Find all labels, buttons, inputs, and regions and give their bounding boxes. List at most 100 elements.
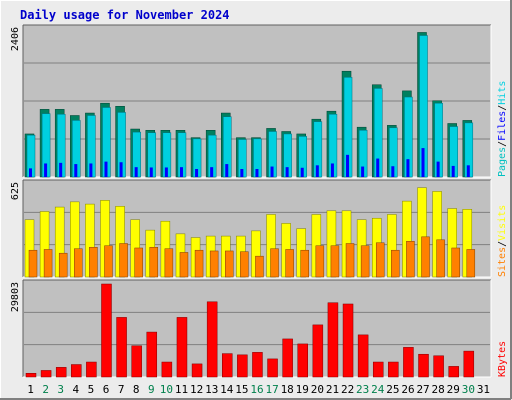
x-tick-label: 18 <box>281 383 294 396</box>
bar-sites <box>406 241 415 278</box>
bar-kbytes <box>418 353 429 378</box>
x-tick-label: 13 <box>205 383 218 396</box>
bar-sites <box>149 246 159 278</box>
bar-files <box>330 163 334 177</box>
bar-kbytes <box>161 361 173 378</box>
bar-sites <box>74 248 83 278</box>
bar-kbytes <box>448 366 459 378</box>
chart-title: Daily usage for November 2024 <box>20 8 230 22</box>
x-tick-label: 31 <box>477 383 490 396</box>
x-tick-label: 8 <box>133 383 140 396</box>
bar-sites <box>179 252 189 278</box>
legend-item-pages: Pages <box>497 147 508 177</box>
x-tick-label: 11 <box>175 383 188 396</box>
bar-files <box>149 167 153 177</box>
bar-files <box>285 167 289 177</box>
bar-files <box>361 166 365 177</box>
bar-sites <box>225 250 234 278</box>
bar-kbytes <box>433 355 444 378</box>
bar-sites <box>421 236 430 278</box>
bar-sites <box>300 249 309 278</box>
bar-kbytes <box>191 363 203 378</box>
x-tick-label: 17 <box>265 383 278 396</box>
bar-sites <box>270 248 279 278</box>
bar-sites <box>134 247 143 278</box>
x-tick-label: 14 <box>220 383 234 396</box>
bar-kbytes <box>297 343 308 378</box>
chart-panel-kbytes: 29803 KBytes <box>10 279 508 378</box>
x-tick-label: 10 <box>160 383 173 396</box>
x-tick-label: 19 <box>296 383 309 396</box>
bar-files <box>29 168 32 177</box>
x-tick-label: 21 <box>326 383 339 396</box>
x-tick-label: 27 <box>416 383 429 396</box>
bar-kbytes <box>357 334 369 378</box>
x-tick-label: 29 <box>447 383 460 396</box>
bar-kbytes <box>86 361 97 378</box>
bar-files <box>240 169 244 177</box>
bar-sites <box>466 249 476 278</box>
legend-item-hits: Hits <box>497 81 508 105</box>
x-tick-label: 22 <box>341 383 354 396</box>
x-tick-label: 5 <box>88 383 95 396</box>
bar-files <box>74 164 78 177</box>
bar-sites <box>240 251 249 278</box>
bar-files <box>406 159 410 177</box>
legend-kbytes: KBytes <box>497 341 508 377</box>
bar-files <box>119 162 123 177</box>
bar-files <box>315 165 319 177</box>
bar-kbytes <box>55 367 67 378</box>
bar-kbytes <box>206 301 218 378</box>
bar-files <box>210 167 214 177</box>
bar-kbytes <box>372 361 384 378</box>
bar-kbytes <box>71 364 82 378</box>
bars <box>24 187 476 278</box>
bar-kbytes <box>40 370 52 378</box>
bar-files <box>104 161 108 177</box>
x-tick-label: 6 <box>103 383 110 396</box>
bar-kbytes <box>146 331 158 378</box>
bar-kbytes <box>327 302 339 378</box>
x-tick-label: 3 <box>57 383 64 396</box>
bar-kbytes <box>237 354 248 378</box>
legend-separator: / <box>497 141 508 147</box>
legend-visits-sites: Sites/Visits <box>497 205 508 277</box>
bar-files <box>89 163 93 177</box>
bar-files <box>346 154 350 177</box>
y-axis-max-label: 2406 <box>10 27 21 51</box>
bar-kbytes <box>267 358 278 378</box>
x-tick-label: 23 <box>356 383 369 396</box>
bar-files <box>436 161 440 177</box>
bar-sites <box>375 242 385 278</box>
x-tick-label: 9 <box>148 383 155 396</box>
legend-item-kbytes: KBytes <box>497 341 508 377</box>
bar-sites <box>285 249 294 278</box>
x-tick-label: 7 <box>118 383 125 396</box>
bars <box>24 32 474 178</box>
bar-files <box>421 148 425 177</box>
x-tick-label: 28 <box>432 383 445 396</box>
bar-kbytes <box>176 317 188 378</box>
bar-kbytes <box>388 361 399 378</box>
bar-sites <box>58 252 68 278</box>
bar-kbytes <box>116 317 127 378</box>
bar-files <box>195 169 199 177</box>
bar-kbytes <box>403 347 414 378</box>
bar-sites <box>104 245 113 278</box>
bar-files <box>44 163 48 177</box>
x-tick-label: 25 <box>386 383 399 396</box>
bar-kbytes <box>25 373 37 378</box>
bar-kbytes <box>282 338 293 378</box>
bars <box>25 283 475 378</box>
legend-item-visits: Visits <box>497 205 508 241</box>
bar-files <box>451 165 455 177</box>
x-tick-label: 12 <box>190 383 203 396</box>
x-tick-label: 15 <box>235 383 248 396</box>
x-tick-label: 2 <box>42 383 49 396</box>
bar-sites <box>360 245 370 278</box>
y-axis-max-label: 625 <box>10 182 21 200</box>
bar-kbytes <box>101 283 112 378</box>
bar-sites <box>28 249 38 278</box>
bar-files <box>255 169 259 177</box>
